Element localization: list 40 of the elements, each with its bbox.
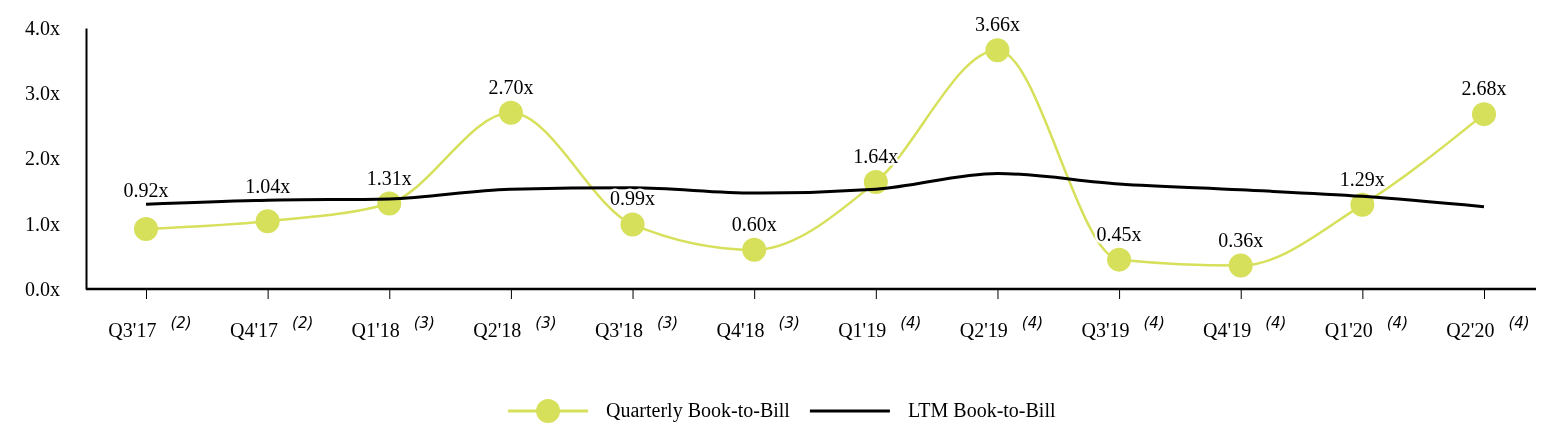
x-tick-label: Q2'19 $^{(4)}$ — [959, 314, 1044, 341]
data-label: 0.99x — [610, 187, 656, 210]
point — [742, 237, 767, 262]
y-tick-label: 3.0x — [25, 82, 60, 105]
legend-label: Quarterly Book-to-Bill — [606, 399, 791, 422]
data-label: 2.68x — [1461, 77, 1507, 100]
point — [1107, 247, 1132, 272]
data-label: 0.45x — [1096, 222, 1142, 245]
y-tick-label: 2.0x — [25, 147, 60, 170]
y-tick-label: 1.0x — [25, 212, 60, 235]
point — [134, 216, 158, 241]
y-tick-label: 4.0x — [25, 16, 60, 39]
x-tick-label: Q3'19 $^{(4)}$ — [1081, 314, 1165, 341]
data-label: 0.92x — [123, 179, 169, 202]
x-tick-label: Q2'18 $^{(3)}$ — [473, 314, 557, 341]
data-label: 1.04x — [245, 175, 291, 198]
y-tick-label: 0.0x — [25, 277, 60, 300]
point — [1472, 102, 1496, 127]
point — [1228, 253, 1253, 278]
data-label: 3.66x — [974, 13, 1020, 36]
x-tick-label: Q1'18 $^{(3)}$ — [351, 314, 435, 341]
point — [985, 38, 1010, 63]
point — [255, 209, 280, 234]
x-tick-label: Q3'18 $^{(3)}$ — [594, 314, 679, 341]
point — [498, 100, 523, 125]
data-label: 1.31x — [366, 166, 412, 189]
legend-label: LTM Book-to-Bill — [907, 399, 1056, 421]
data-label: 1.29x — [1339, 167, 1385, 190]
x-tick-label: Q4'17 $^{(2)}$ — [229, 314, 314, 341]
x-tick-label: Q2'20 $^{(4)}$ — [1446, 314, 1530, 341]
x-tick-label: Q4'18 $^{(3)}$ — [716, 314, 800, 341]
data-label: 1.64x — [853, 144, 899, 167]
point — [620, 212, 645, 237]
data-label: 0.60x — [731, 212, 777, 235]
x-tick-label: Q3'17 $^{(2)}$ — [108, 314, 192, 341]
x-tick-label: Q1'19 $^{(4)}$ — [838, 314, 922, 341]
x-tick-label: Q1'20 $^{(4)}$ — [1324, 314, 1409, 341]
data-label: 0.36x — [1218, 228, 1264, 251]
x-tick-label: Q4'19 $^{(4)}$ — [1203, 314, 1287, 341]
data-label: 2.70x — [488, 75, 534, 98]
